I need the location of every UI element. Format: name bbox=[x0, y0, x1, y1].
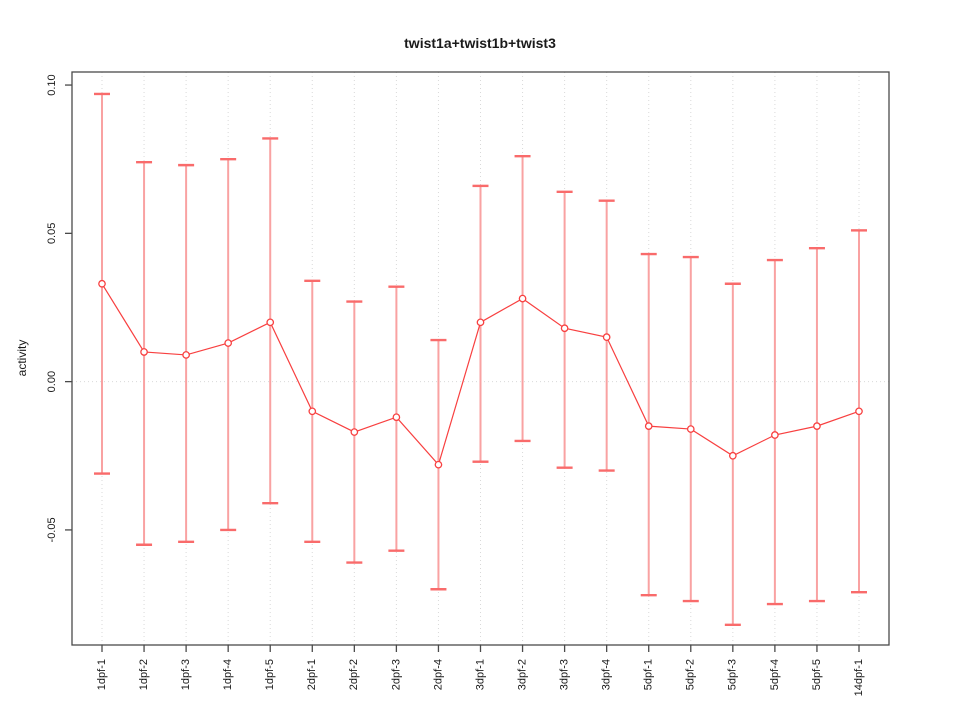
x-tick-label: 1dpf-2 bbox=[138, 659, 150, 690]
y-tick-label: -0.05 bbox=[46, 517, 58, 542]
data-point bbox=[392, 413, 401, 422]
x-tick-label: 5dpf-5 bbox=[811, 659, 823, 690]
error-bars-layer bbox=[94, 92, 867, 627]
x-tick-label: 3dpf-2 bbox=[516, 659, 528, 690]
chart-title: twist1a+twist1b+twist3 bbox=[404, 35, 556, 51]
x-tick-label: 2dpf-4 bbox=[432, 659, 444, 690]
data-point bbox=[266, 318, 275, 327]
data-point bbox=[182, 351, 190, 359]
x-tick-label: 5dpf-1 bbox=[643, 659, 655, 690]
y-tick-label: 0.00 bbox=[46, 371, 58, 392]
x-tick-label: 2dpf-2 bbox=[348, 659, 360, 690]
y-tick-label: 0.05 bbox=[46, 223, 58, 244]
data-point bbox=[771, 431, 779, 439]
data-series-layer bbox=[98, 279, 863, 469]
data-point bbox=[686, 425, 695, 433]
data-point bbox=[308, 407, 317, 416]
data-point bbox=[644, 422, 653, 430]
data-point bbox=[224, 339, 233, 347]
y-tick-label: 0.10 bbox=[46, 74, 58, 95]
y-axis-label: activity bbox=[15, 340, 29, 377]
data-point bbox=[602, 333, 611, 341]
x-tick-label: 2dpf-1 bbox=[306, 659, 318, 690]
x-tick-label: 3dpf-4 bbox=[601, 659, 613, 690]
data-point bbox=[813, 422, 821, 430]
x-tick-label: 1dpf-3 bbox=[180, 659, 192, 690]
data-point bbox=[350, 428, 359, 436]
x-tick-label: 3dpf-3 bbox=[559, 659, 571, 690]
data-point bbox=[560, 324, 569, 333]
data-point bbox=[855, 407, 863, 416]
data-point bbox=[140, 348, 148, 356]
data-point bbox=[476, 318, 485, 327]
data-point bbox=[728, 451, 737, 460]
x-tick-label: 3dpf-1 bbox=[474, 659, 486, 690]
x-tick-label: 1dpf-5 bbox=[264, 659, 276, 690]
data-point bbox=[98, 279, 106, 288]
x-tick-label: 5dpf-2 bbox=[685, 659, 697, 690]
x-tick-label: 5dpf-3 bbox=[727, 659, 739, 690]
x-tick-label: 5dpf-4 bbox=[769, 659, 781, 690]
data-point bbox=[518, 294, 527, 303]
x-tick-label: 14dpf-1 bbox=[853, 659, 865, 696]
x-tick-label: 2dpf-3 bbox=[390, 659, 402, 690]
x-tick-label: 1dpf-1 bbox=[96, 659, 108, 690]
data-point bbox=[434, 460, 443, 469]
axes-layer: 0.10 0.05 0.00 -0.05 1dpf-1 1dpf-2 1dpf-3 1dpf-… bbox=[46, 71, 890, 696]
x-tick-label: 1dpf-4 bbox=[222, 659, 234, 690]
